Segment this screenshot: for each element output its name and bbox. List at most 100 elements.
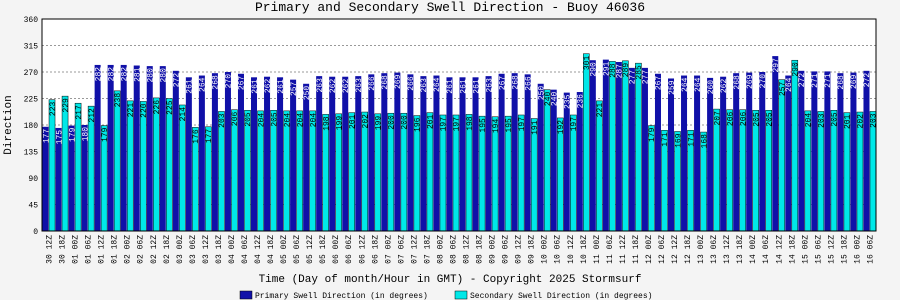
value-label: 214 [179, 107, 188, 122]
value-label: 261 [459, 79, 468, 94]
value-label: 205 [765, 112, 774, 127]
bar [869, 111, 877, 232]
bar [543, 89, 551, 232]
value-label: 250 [537, 86, 546, 101]
bar [446, 77, 453, 231]
value-label: 205 [270, 112, 279, 127]
value-label: 282 [120, 67, 129, 82]
bar [426, 112, 434, 232]
bar [550, 89, 557, 232]
chart-title: Primary and Secondary Swell Direction - … [255, 0, 645, 15]
value-label: 268 [733, 75, 742, 90]
value-label: 282 [94, 67, 103, 82]
value-label: 200 [388, 115, 397, 130]
y-tick-label: 0 [33, 228, 38, 237]
x-tick-label: 08 00Z [436, 235, 445, 264]
bar [146, 66, 153, 231]
value-label: 204 [257, 113, 266, 128]
value-label: 268 [212, 75, 221, 90]
x-tick-label: 11 00Z [593, 235, 602, 264]
x-axis-label: Time (Day of month/Hour in GMT) - Copyri… [259, 274, 642, 286]
value-label: 268 [837, 75, 846, 90]
value-label: 297 [772, 58, 781, 73]
bar [133, 65, 140, 232]
value-label: 270 [759, 74, 768, 89]
x-tick-label: 03 18Z [215, 235, 224, 264]
bar [433, 75, 440, 232]
value-label: 271 [811, 73, 820, 88]
y-tick-label: 135 [24, 149, 39, 158]
value-label: 236 [577, 94, 586, 109]
bar [153, 97, 160, 232]
value-label: 221 [127, 103, 136, 118]
bar [837, 73, 844, 231]
value-label: 212 [88, 108, 97, 123]
x-tick-label: 08 18Z [476, 235, 485, 264]
y-tick-label: 315 [24, 43, 39, 52]
value-label: 262 [342, 79, 351, 94]
value-label: 266 [368, 76, 377, 91]
x-tick-label: 06 12Z [358, 235, 367, 264]
x-tick-label: 07 12Z [410, 235, 419, 264]
y-tick-label: 360 [24, 16, 39, 25]
y-tick-label: 90 [28, 175, 38, 184]
bar [733, 73, 740, 231]
bar [498, 73, 505, 232]
bar [863, 70, 870, 231]
bar [87, 105, 95, 232]
value-label: 269 [850, 74, 859, 89]
x-tick-label: 12 00Z [645, 235, 654, 264]
value-label: 290 [590, 62, 599, 77]
x-tick-label: 14 12Z [775, 235, 784, 264]
bar [322, 114, 329, 232]
bar [283, 110, 290, 232]
value-label: 287 [616, 64, 625, 79]
value-label: 206 [739, 111, 748, 126]
value-label: 269 [746, 74, 755, 89]
x-tick-label: 01 12Z [98, 235, 107, 264]
bar [485, 76, 492, 231]
x-tick-label: 14 00Z [749, 235, 758, 264]
x-tick-label: 16 00Z [853, 235, 862, 264]
bar [309, 110, 316, 232]
x-tick-label: 07 06Z [397, 235, 406, 264]
value-label: 201 [844, 114, 853, 129]
bar [668, 78, 675, 231]
value-label: 262 [329, 79, 338, 94]
bar [374, 113, 382, 232]
value-label: 264 [433, 77, 442, 92]
bar [465, 114, 473, 232]
value-label: 204 [309, 113, 318, 128]
value-label: 267 [238, 76, 247, 91]
bar [850, 72, 857, 231]
value-label: 177 [42, 129, 51, 144]
value-label: 205 [752, 112, 761, 127]
x-tick-label: 16 06Z [866, 235, 875, 264]
value-label: 269 [394, 74, 403, 89]
bar [615, 61, 622, 231]
value-label: 263 [355, 78, 364, 93]
bar [296, 110, 303, 232]
value-label: 201 [348, 114, 357, 129]
bar [257, 110, 264, 232]
value-label: 263 [316, 78, 325, 93]
x-tick-label: 03 00Z [176, 235, 185, 264]
x-tick-label: 11 06Z [606, 235, 615, 264]
x-tick-label: 03 06Z [189, 235, 198, 264]
value-label: 204 [296, 113, 305, 128]
legend-swatch [454, 290, 468, 300]
bar [277, 77, 284, 231]
bar [622, 60, 629, 232]
value-label: 266 [407, 76, 416, 91]
bar [570, 114, 577, 232]
y-axis-label: Direction [3, 95, 15, 154]
x-tick-label: 13 00Z [697, 235, 706, 264]
bar [830, 110, 838, 232]
bar [348, 112, 355, 232]
value-label: 171 [661, 132, 670, 147]
value-label: 240 [544, 91, 553, 106]
bar [472, 77, 479, 231]
bar [198, 75, 205, 232]
x-tick-label: 05 06Z [293, 235, 302, 264]
x-tick-label: 09 18Z [528, 235, 537, 264]
